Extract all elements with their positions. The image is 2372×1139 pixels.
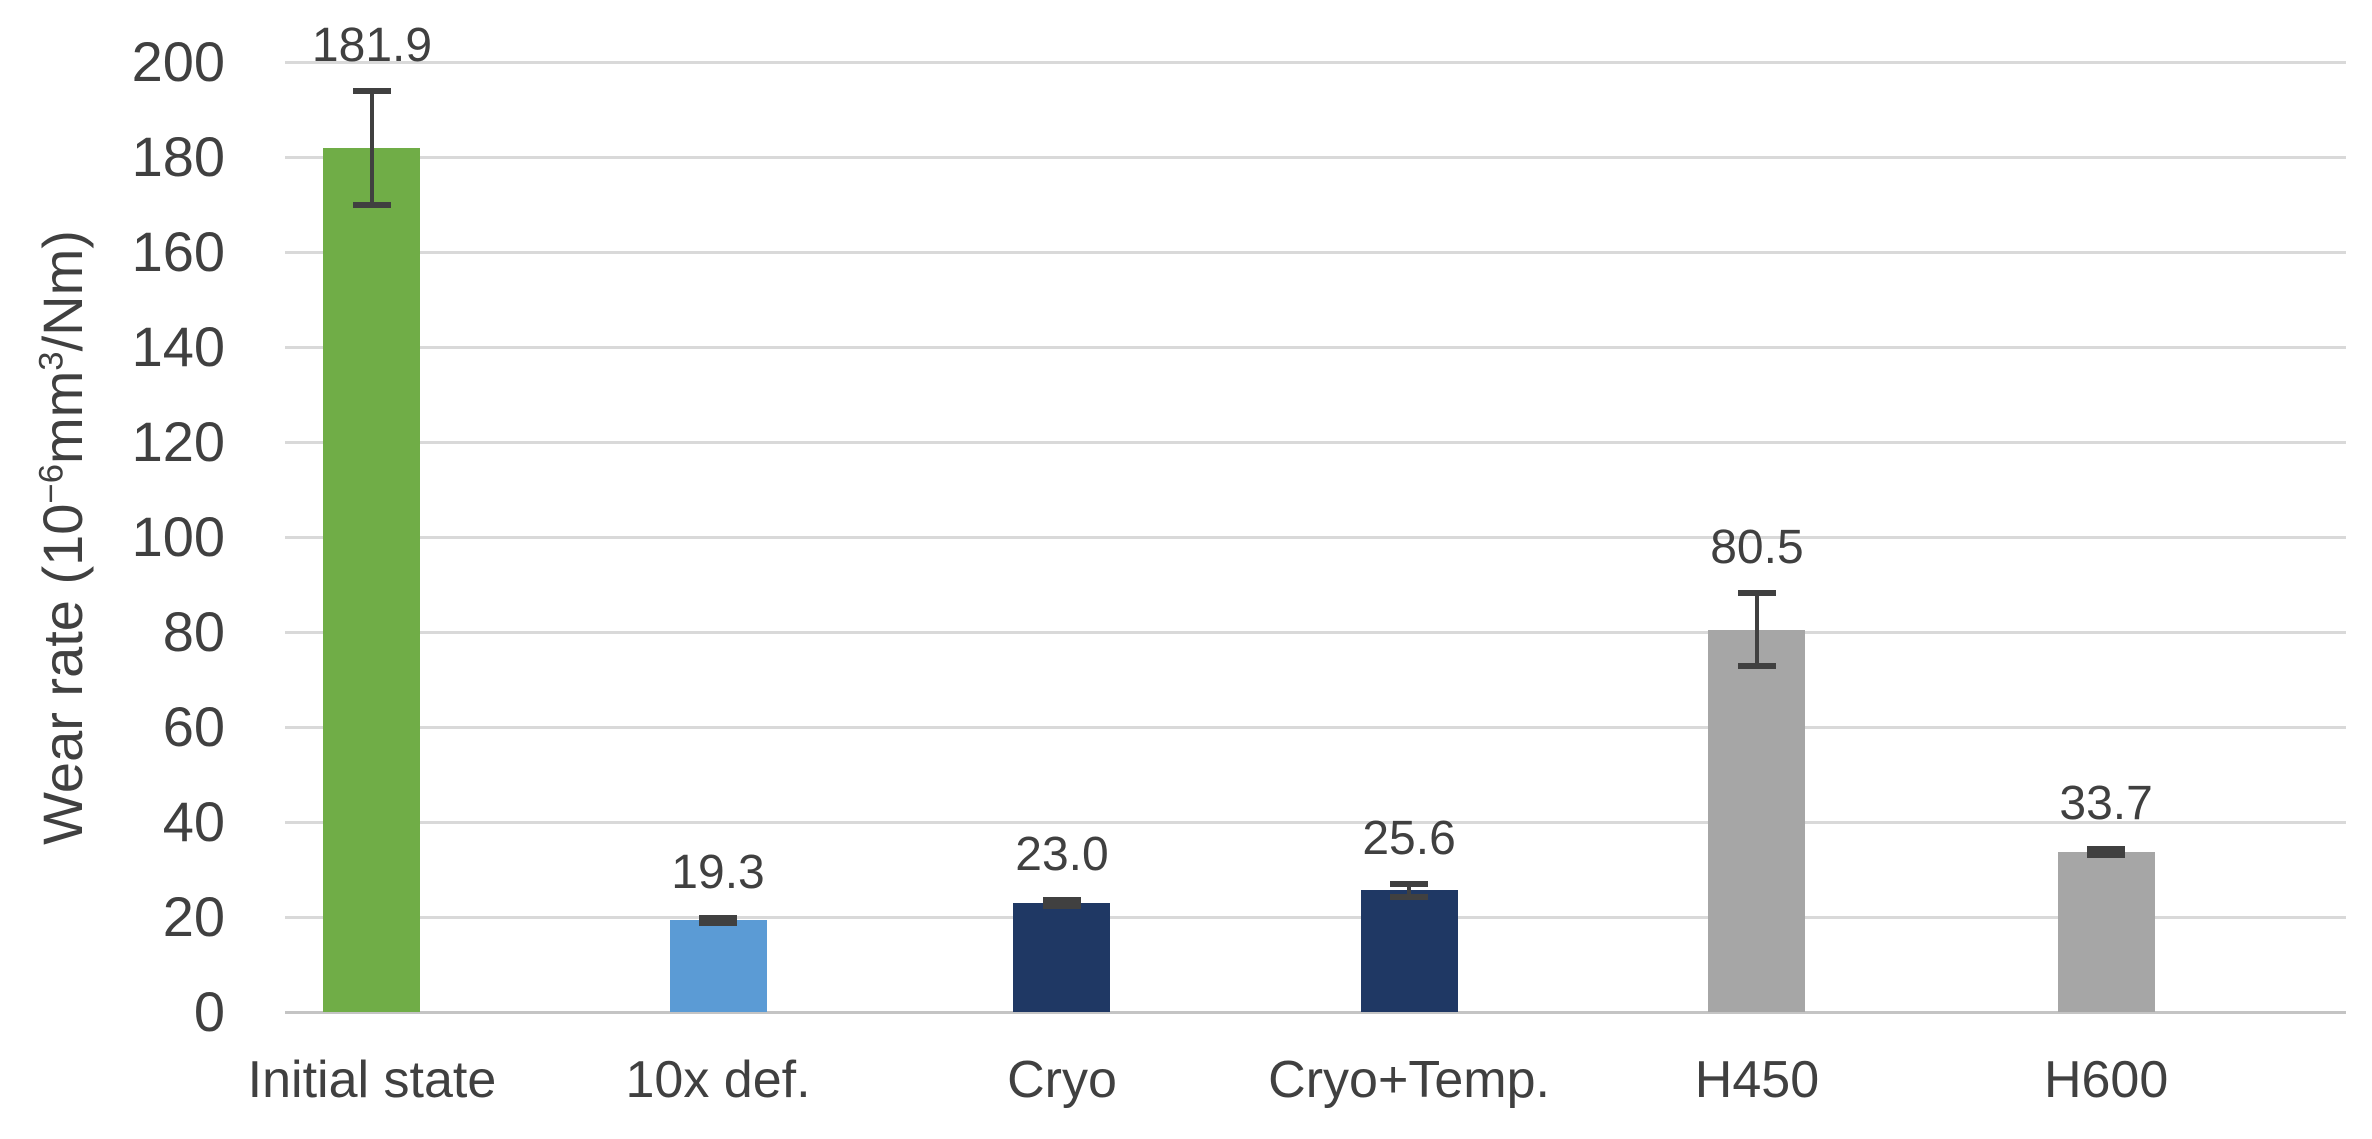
x-category-label-h450: H450 <box>1694 1051 1820 1109</box>
error-bar-cap <box>1737 663 1776 670</box>
y-tick-label: 140 <box>131 315 225 378</box>
gridline <box>285 60 2346 64</box>
gridline <box>285 155 2346 159</box>
error-bar-cap <box>699 914 738 921</box>
y-tick-label: 60 <box>162 695 225 758</box>
error-bar-cap <box>2087 846 2126 853</box>
error-bar-cap <box>1390 894 1429 901</box>
gridline <box>285 725 2346 729</box>
y-tick-label: 120 <box>131 410 225 473</box>
y-axis-tick-labels: 0 20 40 60 80 100 120 140 160 180 200 <box>0 0 247 1139</box>
gridline <box>285 345 2346 349</box>
gridline <box>285 440 2346 444</box>
gridline <box>285 820 2346 824</box>
error-bar-cap <box>699 919 738 926</box>
error-bar-initial-state <box>369 90 374 205</box>
bar-cryo <box>1013 902 1111 1012</box>
x-category-label-10x-def: 10x def. <box>625 1051 811 1109</box>
y-tick-label: 20 <box>162 885 225 948</box>
error-bar-cryo-temp <box>1407 883 1412 898</box>
error-bar-cap <box>352 87 391 94</box>
value-label-10x-def: 19.3 <box>671 845 765 899</box>
value-label-cryo-temp: 25.6 <box>1362 811 1456 865</box>
x-category-label-h600: H600 <box>2043 1051 2169 1109</box>
error-bar-h450 <box>1754 593 1759 667</box>
plot-area: 181.9 19.3 23.0 25.6 80.5 33.7 <box>285 19 2346 1014</box>
x-category-label-cryo-temp: Cryo+Temp. <box>1268 1051 1550 1109</box>
bar-initial-state <box>323 147 421 1012</box>
value-label-initial-state: 181.9 <box>311 18 433 72</box>
baseline-gridline <box>285 1010 2346 1014</box>
bar-h600 <box>2057 851 2155 1012</box>
y-tick-label: 0 <box>193 980 225 1043</box>
y-tick-label: 180 <box>131 125 225 188</box>
error-bar-cap <box>1042 896 1081 903</box>
bar-cryo-temp <box>1360 890 1458 1012</box>
y-tick-label: 160 <box>131 220 225 283</box>
error-bar-cap <box>352 201 391 208</box>
bar-h450 <box>1708 629 1806 1012</box>
y-tick-label: 100 <box>131 505 225 568</box>
bar-10x-def <box>669 920 767 1012</box>
value-label-h600: 33.7 <box>2059 777 2153 831</box>
y-tick-label: 80 <box>162 600 225 663</box>
y-tick-label: 40 <box>162 790 225 853</box>
gridline <box>285 630 2346 634</box>
gridline <box>285 250 2346 254</box>
y-tick-label: 200 <box>131 30 225 93</box>
x-axis-category-labels: Initial state 10x def. Cryo Cryo+Temp. H450 H… <box>248 1048 2346 1128</box>
error-bar-cap <box>1390 880 1429 887</box>
error-bar-cap <box>1737 590 1776 597</box>
x-category-label-initial-state: Initial state <box>247 1051 497 1109</box>
gridline <box>285 915 2346 919</box>
error-bar-cap <box>1042 902 1081 909</box>
error-bar-cap <box>2087 851 2126 858</box>
value-label-h450: 80.5 <box>1710 521 1804 575</box>
x-category-label-cryo: Cryo <box>1007 1051 1117 1109</box>
gridline <box>285 535 2346 539</box>
value-label-cryo: 23.0 <box>1015 827 1109 881</box>
